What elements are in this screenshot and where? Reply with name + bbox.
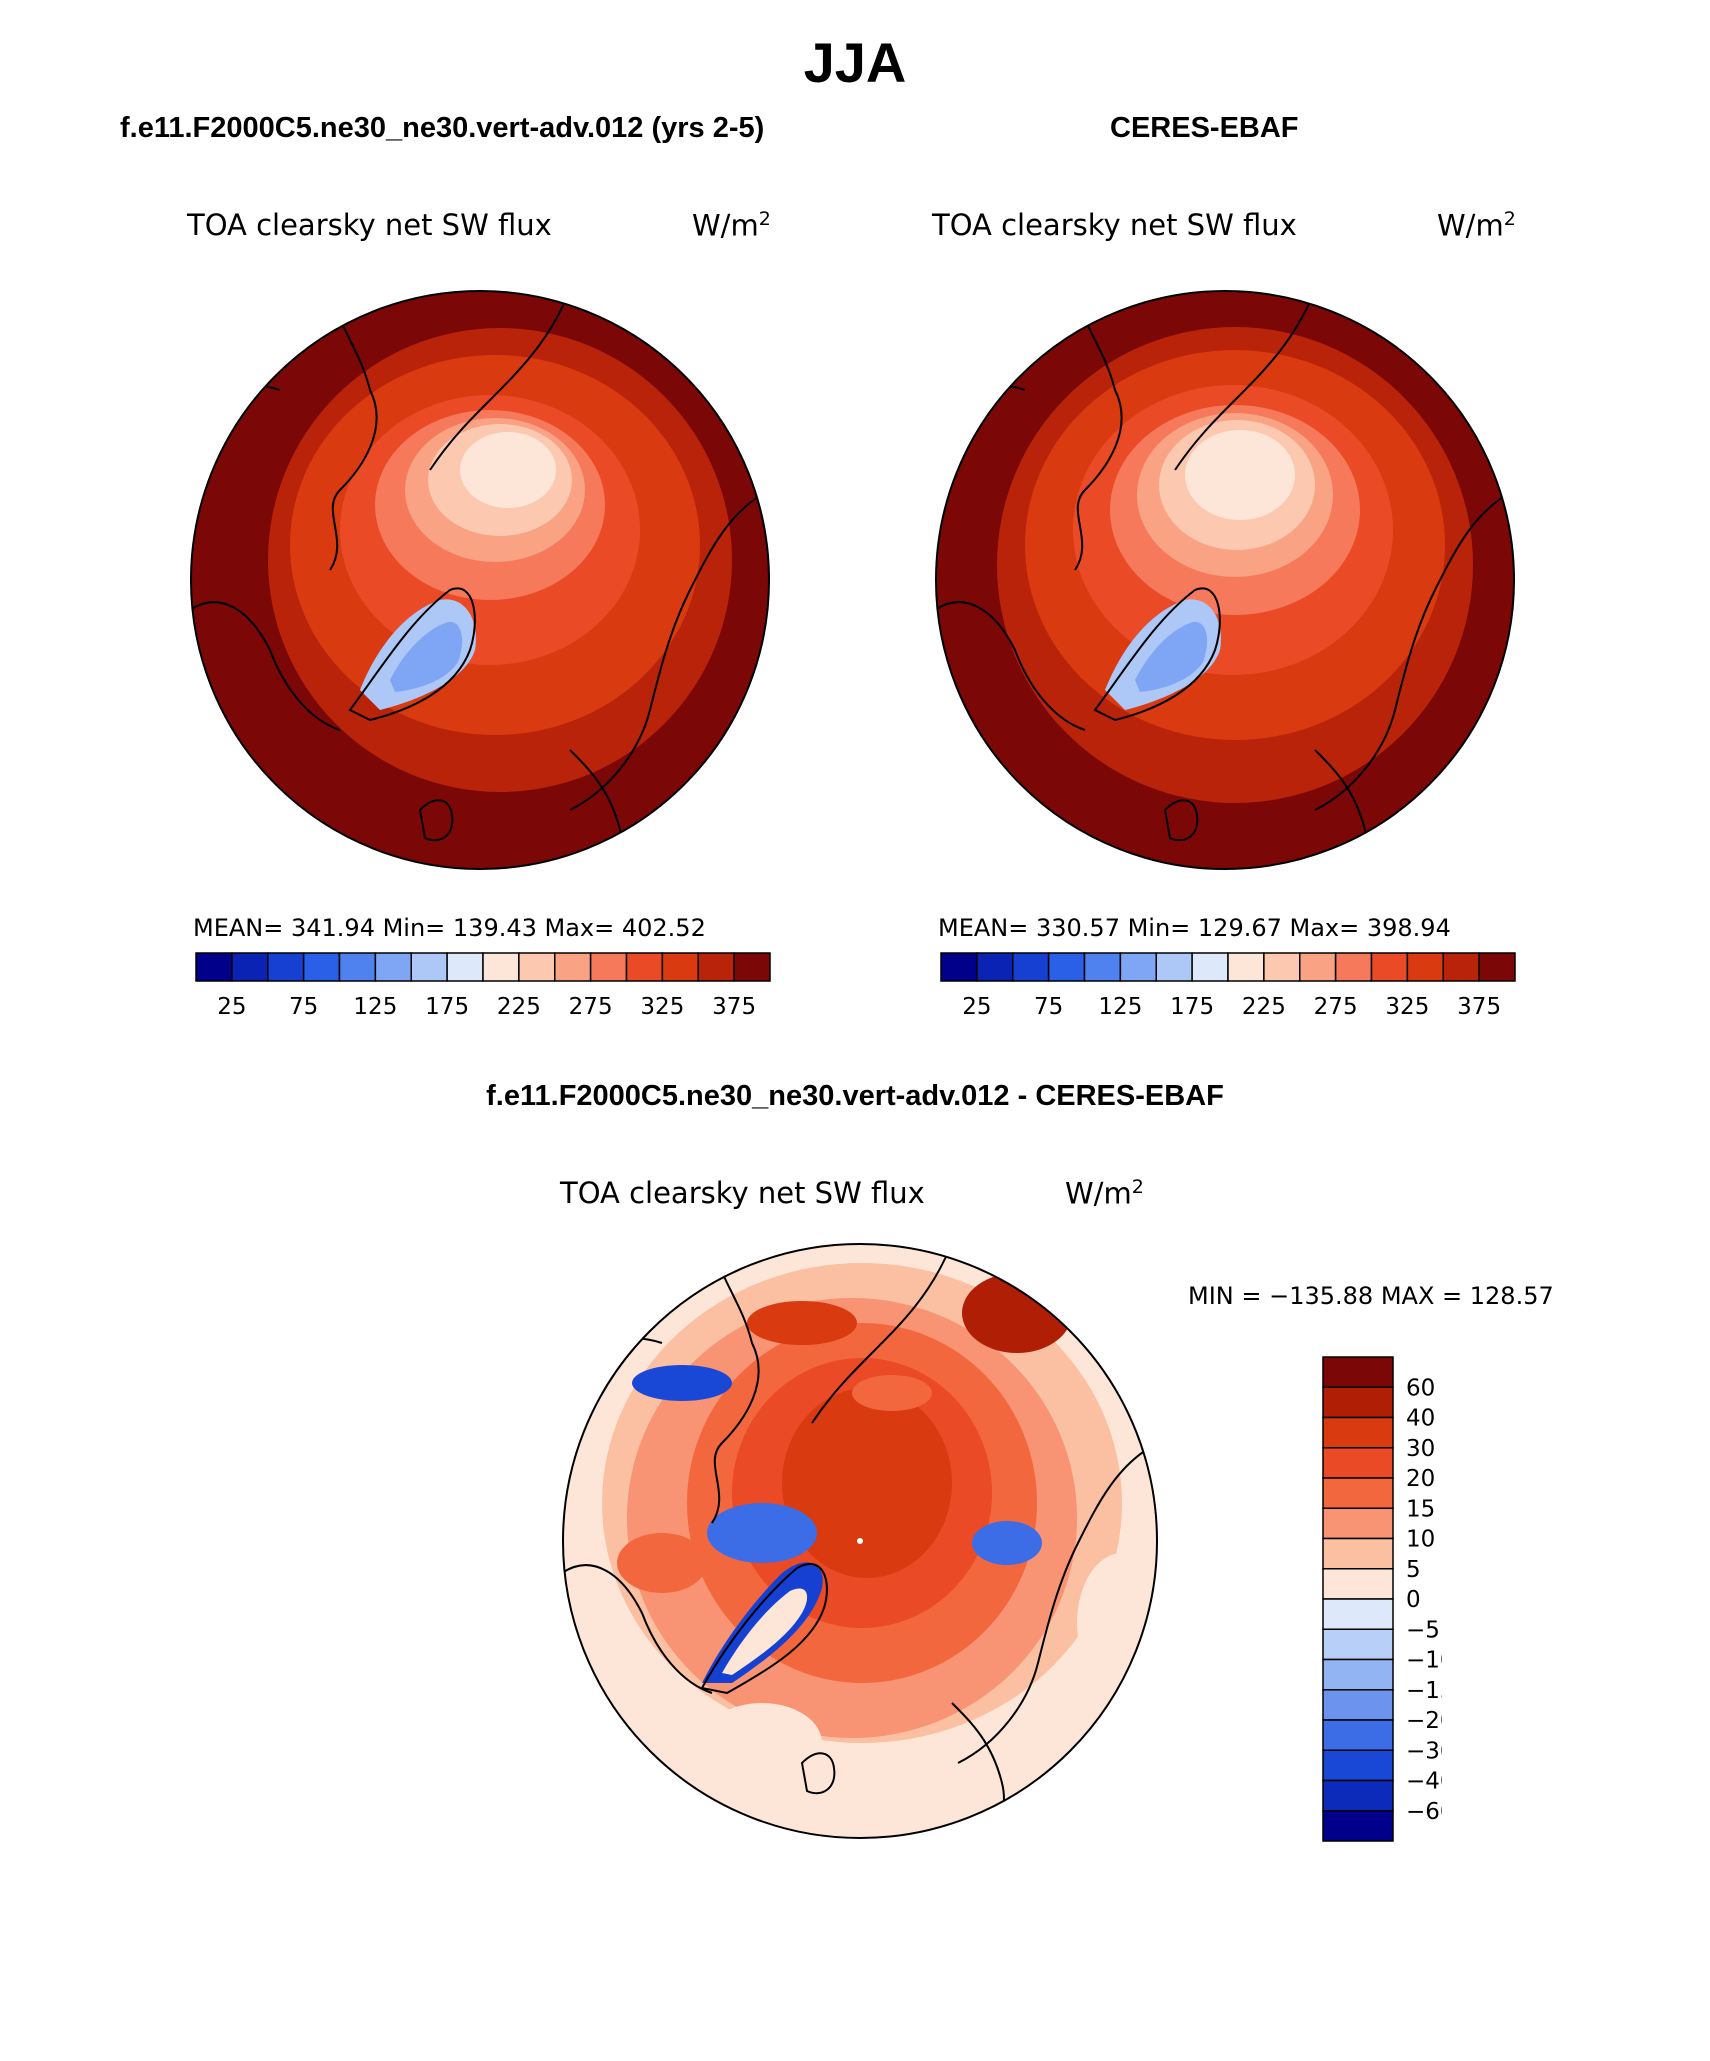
left-colorbar-swatch — [733, 952, 771, 982]
diff-colorbar-label: 15 — [1406, 1496, 1435, 1522]
diff-colorbar-swatch — [1322, 1598, 1394, 1630]
diff-colorbar-swatch — [1322, 1537, 1394, 1570]
difference-colorbar: 60 40 30 20 15 10 5 0 −5 −10 −15 −20 −30 −40 −60 — [1322, 1356, 1442, 1842]
left-colorbar-swatch — [195, 952, 233, 982]
diff-colorbar-label: −30 — [1406, 1738, 1442, 1764]
diff-panel-variable: TOA clearsky net SW flux — [560, 1176, 925, 1210]
right-colorbar-swatch — [1263, 952, 1301, 982]
left-colorbar-swatch — [482, 952, 520, 982]
left-colorbar-label: 75 — [289, 994, 318, 1020]
diff-colorbar-swatch — [1322, 1447, 1394, 1479]
season-title: JJA — [803, 31, 907, 94]
left-colorbar-swatch — [697, 952, 735, 982]
left-colorbar-swatch — [625, 952, 664, 982]
left-colorbar-swatch — [446, 952, 484, 982]
left-colorbar-label: 275 — [569, 994, 613, 1020]
right-colorbar-label: 125 — [1098, 994, 1142, 1020]
diff-colorbar-swatch — [1322, 1477, 1394, 1509]
left-colorbar-swatch — [267, 952, 305, 982]
right-colorbar-label: 225 — [1242, 994, 1286, 1020]
right-colorbar-swatch — [1083, 952, 1122, 982]
right-colorbar-swatch — [1119, 952, 1157, 982]
right-panel-stats: MEAN= 330.57 Min= 129.67 Max= 398.94 — [938, 914, 1451, 942]
diff-colorbar-label: −5 — [1406, 1617, 1440, 1643]
diff-colorbar-label: −20 — [1406, 1708, 1442, 1734]
left-panel-stats: MEAN= 341.94 Min= 139.43 Max= 402.52 — [193, 914, 706, 942]
right-colorbar-label: 75 — [1034, 994, 1063, 1020]
diff-colorbar-label: 10 — [1406, 1527, 1435, 1553]
left-colorbar-swatch — [410, 952, 448, 982]
diff-panel-minmax: MIN = −135.88 MAX = 128.57 — [1188, 1282, 1554, 1310]
right-polar-map — [935, 290, 1515, 870]
left-panel-variable: TOA clearsky net SW flux — [187, 208, 552, 242]
right-panel-units: W/m2 — [1437, 208, 1516, 243]
right-colorbar-swatch — [1406, 952, 1444, 982]
left-colorbar-swatch — [661, 952, 699, 982]
diff-colorbar-label: 5 — [1406, 1557, 1421, 1583]
right-colorbar-label: 175 — [1170, 994, 1214, 1020]
right-colorbar-swatch — [1155, 952, 1193, 982]
diff-colorbar-label: 60 — [1406, 1375, 1435, 1401]
diff-colorbar-swatch — [1322, 1719, 1394, 1751]
diff-colorbar-swatch — [1322, 1386, 1394, 1419]
diff-colorbar-label: −10 — [1406, 1648, 1442, 1674]
right-colorbar-label: 325 — [1385, 994, 1429, 1020]
right-colorbar-label: 275 — [1314, 994, 1358, 1020]
left-colorbar-swatch — [302, 952, 341, 982]
right-colorbar-label: 25 — [962, 994, 991, 1020]
left-colorbar-label: 25 — [217, 994, 246, 1020]
left-panel-title: f.e11.F2000C5.ne30_ne30.vert-adv.012 (yr… — [120, 112, 765, 144]
diff-panel-title: f.e11.F2000C5.ne30_ne30.vert-adv.012 - C… — [486, 1080, 1224, 1112]
diff-colorbar-swatch — [1322, 1507, 1394, 1540]
right-colorbar-swatch — [1047, 952, 1086, 982]
left-colorbar-swatch — [589, 952, 628, 982]
right-colorbar-swatch — [1227, 952, 1265, 982]
right-colorbar-swatch — [1478, 952, 1516, 982]
diff-colorbar-label: −60 — [1406, 1799, 1442, 1825]
right-colorbar-swatch — [976, 952, 1014, 982]
right-colorbar-swatch — [1191, 952, 1229, 982]
right-panel-variable: TOA clearsky net SW flux — [932, 208, 1297, 242]
diff-colorbar-swatch — [1322, 1810, 1394, 1842]
right-colorbar-label: 375 — [1457, 994, 1501, 1020]
diff-colorbar-label: −15 — [1406, 1678, 1442, 1704]
right-colorbar-swatch — [1012, 952, 1050, 982]
right-colorbar-swatch — [1442, 952, 1480, 982]
diff-colorbar-swatch — [1322, 1628, 1394, 1661]
diff-colorbar-label: 20 — [1406, 1466, 1435, 1492]
right-colorbar-swatch — [1299, 952, 1337, 982]
left-polar-map — [190, 290, 770, 870]
left-colorbar-swatch — [231, 952, 269, 982]
right-panel-title: CERES-EBAF — [1110, 112, 1299, 144]
right-colorbar-swatch — [1334, 952, 1373, 982]
left-colorbar: 25 75 125 175 225 275 325 375 — [195, 952, 771, 1020]
diff-colorbar-label: 0 — [1406, 1587, 1421, 1613]
left-colorbar-label: 225 — [497, 994, 541, 1020]
left-colorbar-swatch — [338, 952, 377, 982]
left-colorbar-label: 325 — [640, 994, 684, 1020]
diff-colorbar-swatch — [1322, 1568, 1394, 1600]
diff-colorbar-swatch — [1322, 1658, 1394, 1691]
diff-colorbar-swatch — [1322, 1779, 1394, 1812]
left-colorbar-swatch — [554, 952, 592, 982]
diff-colorbar-label: 30 — [1406, 1436, 1435, 1462]
difference-polar-map — [562, 1243, 1158, 1839]
diff-colorbar-label: 40 — [1406, 1406, 1435, 1432]
left-colorbar-label: 125 — [353, 994, 397, 1020]
right-colorbar: 25 75 125 175 225 275 325 375 — [940, 952, 1516, 1020]
left-panel-units: W/m2 — [692, 208, 771, 243]
diff-colorbar-swatch — [1322, 1749, 1394, 1782]
left-colorbar-label: 375 — [712, 994, 756, 1020]
left-colorbar-label: 175 — [425, 994, 469, 1020]
right-colorbar-swatch — [1370, 952, 1409, 982]
diff-panel-units: W/m2 — [1065, 1176, 1144, 1211]
diff-colorbar-label: −40 — [1406, 1769, 1442, 1795]
diff-colorbar-swatch — [1322, 1356, 1394, 1388]
diff-colorbar-swatch — [1322, 1416, 1394, 1449]
left-colorbar-swatch — [518, 952, 556, 982]
right-colorbar-swatch — [940, 952, 978, 982]
diff-colorbar-swatch — [1322, 1689, 1394, 1721]
left-colorbar-swatch — [374, 952, 412, 982]
